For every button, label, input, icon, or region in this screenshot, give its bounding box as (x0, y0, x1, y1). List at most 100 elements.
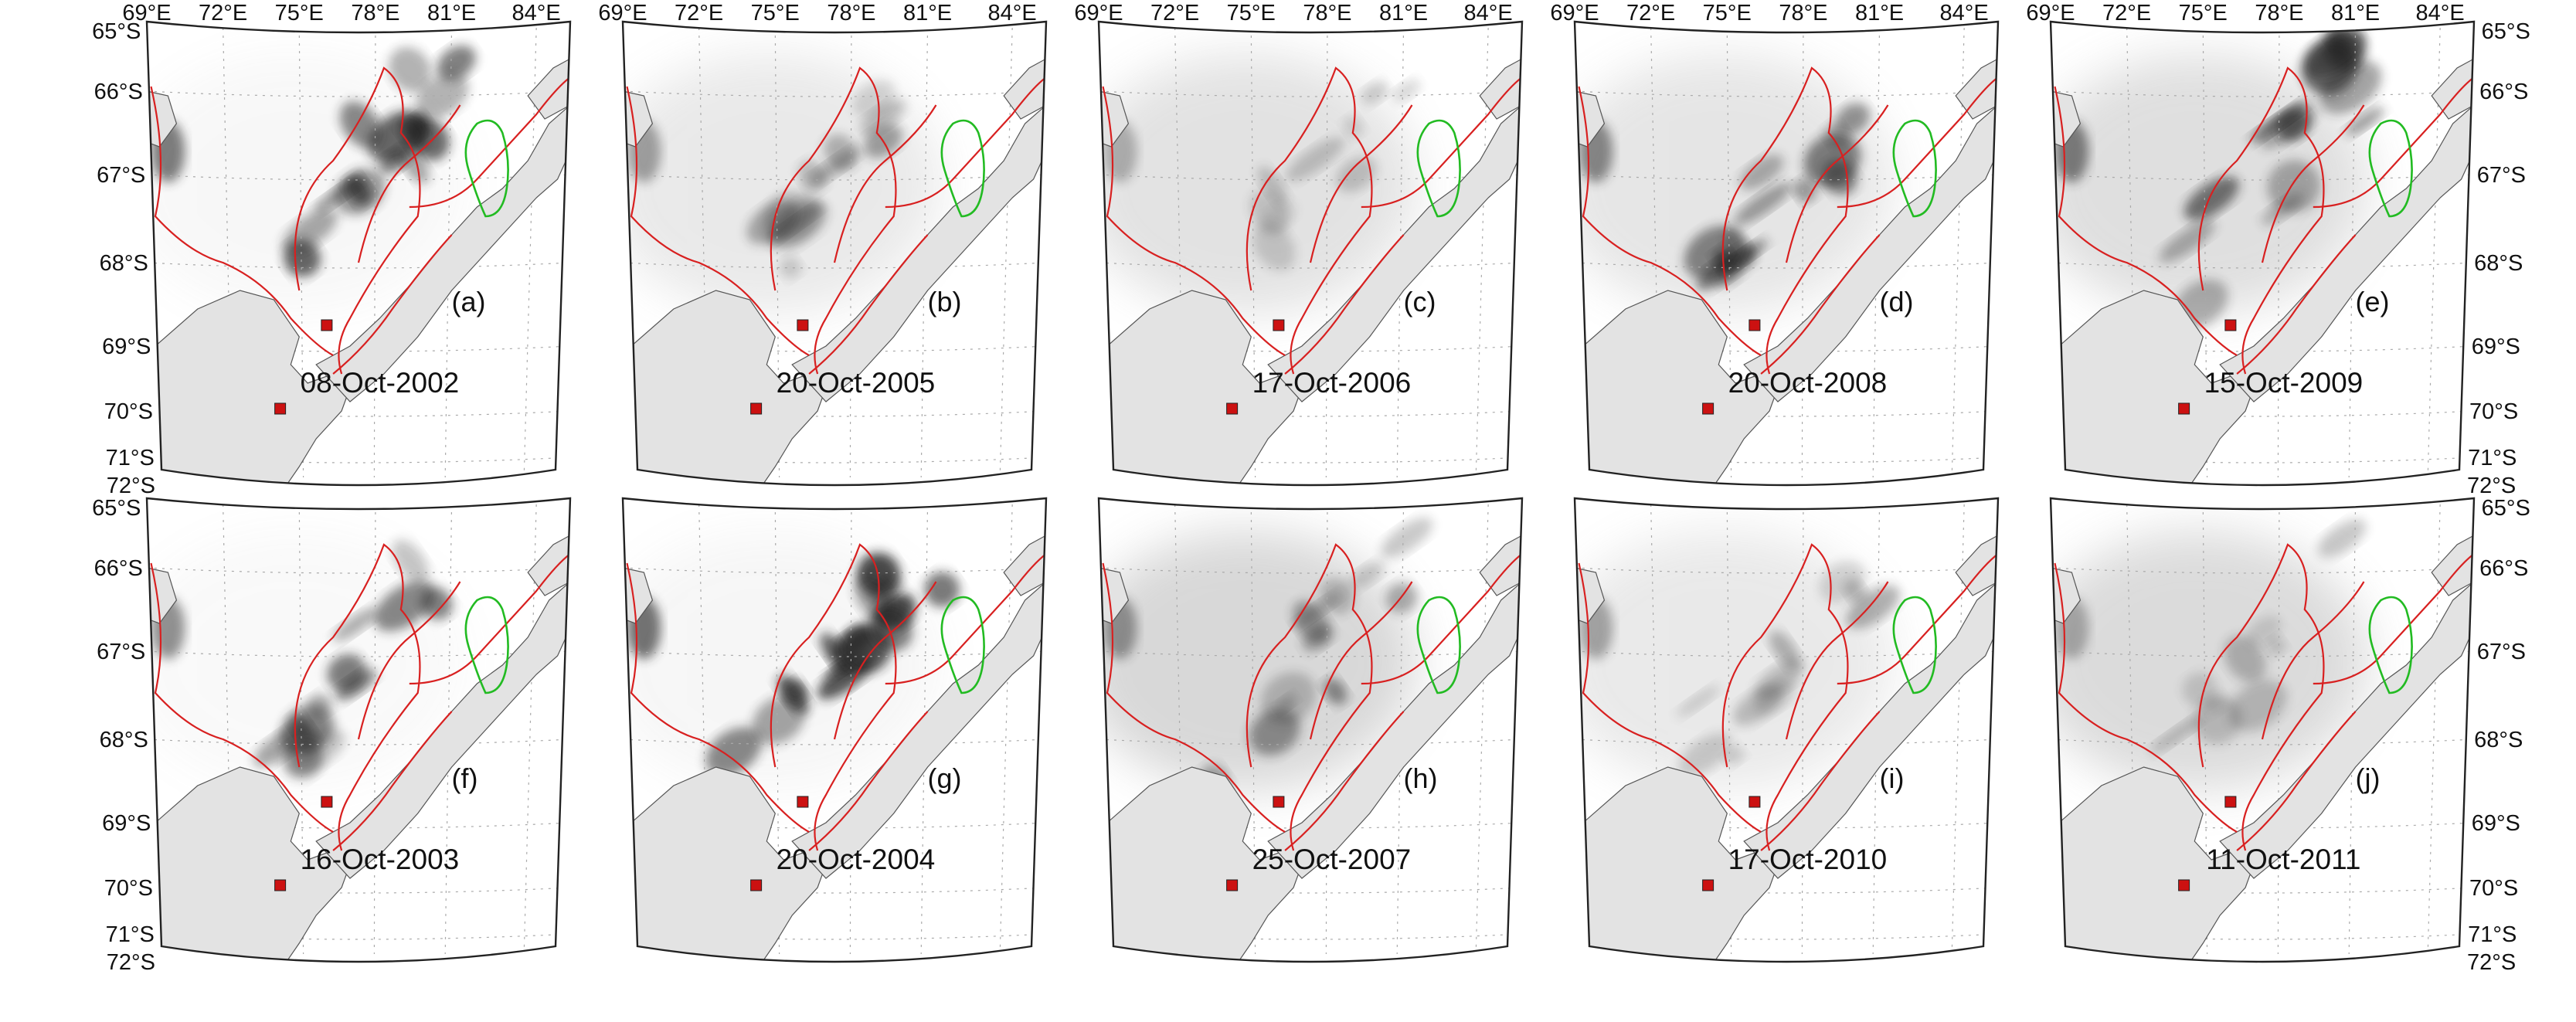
lon-tick-label: 75°E (275, 1, 324, 25)
panel-date: 08-Oct-2002 (301, 367, 460, 399)
lon-tick-label: 81°E (1379, 1, 1428, 25)
meridian-line (1250, 27, 1256, 478)
parallel-line (1575, 738, 1998, 745)
land-area (527, 57, 570, 120)
ice-shelf-contour (409, 76, 570, 209)
parallel-line (2051, 822, 2474, 829)
panel-frame (145, 20, 572, 487)
parallel-line (623, 567, 1046, 574)
ice-shelf-contour (1721, 66, 1849, 375)
station-marker (1226, 402, 1239, 415)
lat-tick-label: 65°S (92, 19, 141, 44)
parallel-line (147, 90, 570, 97)
lon-tick-label: 72°E (199, 1, 247, 25)
ice-shelf-contour (1246, 543, 1373, 851)
polynya-patch (1336, 157, 1376, 192)
parallel-line (147, 262, 570, 269)
map-panel: (c) 17-Oct-2006 69°E 72°E 75°E 78°E 81°E 84°E (1074, 1, 1524, 487)
polynya-patch (2228, 680, 2287, 732)
meridian-line (1325, 504, 1328, 955)
ice-shelf-contour (294, 543, 421, 851)
meridian-line (1325, 27, 1328, 478)
meridian-line (2277, 27, 2280, 478)
station-marker (1273, 796, 1285, 808)
ice-shelf-contour (1246, 66, 1373, 375)
map-panel: (g) 20-Oct-2004 (621, 497, 1048, 963)
station-marker (1748, 319, 1761, 331)
panel-frame (1097, 497, 1524, 963)
sea-ice-texture (1099, 54, 1417, 314)
lat-tick-label: 66°S (2479, 556, 2528, 581)
ice-shelf-contour (1102, 562, 1286, 833)
meridian-line (999, 504, 1013, 955)
polynya-patch (1769, 630, 1799, 668)
panel-content (1575, 22, 1998, 485)
meridian-line (774, 504, 780, 955)
ice-shelf-contour (150, 562, 334, 833)
panel-frame (2049, 497, 2476, 963)
parallel-line (623, 174, 1046, 181)
parallel-line (2051, 650, 2474, 657)
lon-tick-label: 72°E (1150, 1, 1199, 25)
ice-shelf-contour (2236, 234, 2357, 375)
lon-tick-label: 84°E (988, 1, 1037, 25)
polynya-patch (1677, 685, 1720, 717)
parallel-line (623, 822, 1046, 829)
polynya-patch (1734, 182, 1792, 226)
meridian-line (2427, 27, 2441, 478)
ice-shelf-contour (2313, 553, 2474, 685)
lat-tick-label: 67°S (2477, 640, 2526, 664)
meridian-line (1475, 27, 1489, 478)
lat-tick-label: 72°S (107, 474, 155, 498)
parallel-line (2051, 887, 2474, 894)
ice-shelf-contour (770, 543, 897, 851)
parallel-line (147, 650, 570, 657)
panel-frame (1573, 20, 2000, 487)
station-marker (1702, 402, 1715, 415)
parallel-line (1099, 738, 1522, 745)
lat-tick-label: 68°S (100, 251, 148, 276)
lon-tick-label: 69°E (122, 1, 171, 25)
polynya-patch (852, 80, 895, 118)
ice-shelf-contour (2313, 76, 2474, 209)
polynya-patch (824, 134, 858, 171)
meridian-line (1650, 27, 1661, 478)
polynya-patch (2149, 715, 2204, 754)
panel-frame (1573, 497, 2000, 963)
land-area (2431, 534, 2474, 596)
parallel-line (623, 933, 1046, 940)
lat-tick-label: 70°S (104, 399, 153, 424)
parallel-line (2051, 738, 2474, 745)
panel-content (1575, 498, 1998, 962)
polynya-patch (1361, 81, 1388, 105)
lon-tick-label: 72°E (2102, 1, 2151, 25)
meridian-line (2277, 504, 2280, 955)
ice-shelf-contour (1721, 543, 1849, 851)
polynya-patch (780, 256, 802, 279)
ice-shelf-contour (1837, 553, 1998, 685)
panel-date: 20-Oct-2004 (777, 844, 936, 875)
polynya-patch (389, 46, 432, 92)
ice-shelf-contour (770, 66, 897, 375)
lon-tick-label: 84°E (1940, 1, 1989, 25)
ice-shelf-contour (626, 562, 810, 833)
ice-shelf-contour (357, 104, 461, 263)
green-outline (1416, 119, 1461, 218)
land-area (1479, 57, 1522, 120)
green-outline (1416, 596, 1461, 694)
polynya-patch (2159, 220, 2215, 263)
station-marker (1273, 319, 1285, 331)
lon-tick-label: 72°E (1626, 1, 1675, 25)
lon-tick-label: 75°E (2179, 1, 2228, 25)
lon-tick-label: 69°E (598, 1, 647, 25)
lat-tick-label: 68°S (2474, 251, 2523, 276)
polynya-patch (283, 739, 323, 779)
meridian-line (373, 27, 376, 478)
ice-shelf-contour (2054, 86, 2238, 356)
ice-shelf-contour (2236, 711, 2357, 851)
polynya-patch (2204, 691, 2227, 714)
parallel-line (1575, 567, 1998, 574)
panel-label: (f) (452, 762, 478, 794)
station-marker (274, 879, 287, 891)
